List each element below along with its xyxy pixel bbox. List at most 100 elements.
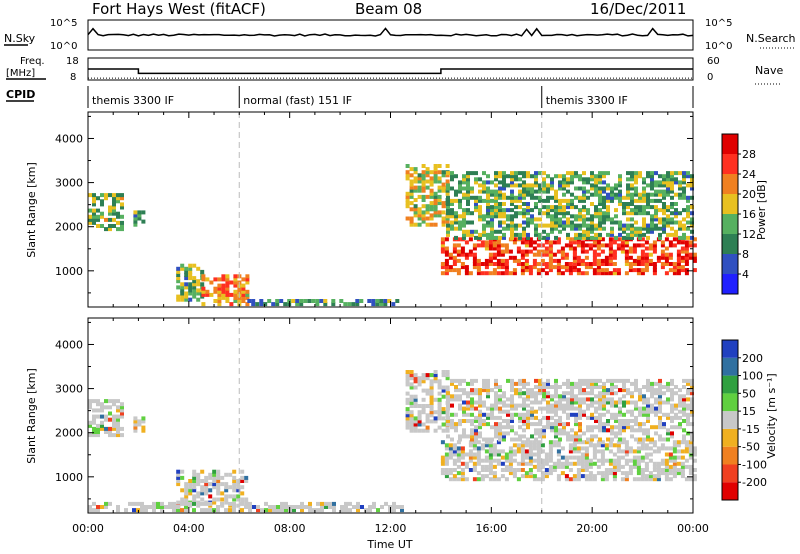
heatmap-cell (612, 268, 617, 273)
heatmap-cell (429, 397, 434, 402)
heatmap-cell (616, 461, 621, 466)
heatmap-cell (650, 192, 654, 197)
heatmap-cell (518, 415, 522, 420)
heatmap-cell (560, 455, 565, 460)
heatmap-cell (572, 249, 577, 254)
heatmap-cell (444, 271, 449, 276)
heatmap-cell (660, 252, 665, 257)
heatmap-cell (634, 186, 638, 191)
heatmap-cell (456, 252, 461, 257)
heatmap-cell (494, 403, 498, 408)
heatmap-cell (216, 472, 221, 477)
heatmap-cell (413, 167, 418, 172)
heatmap-cell (405, 407, 410, 412)
heatmap-cell (429, 213, 434, 218)
heatmap-cell (498, 192, 502, 197)
heatmap-cell (486, 385, 490, 389)
heatmap-cell (538, 217, 542, 222)
heatmap-cell (664, 474, 669, 479)
heatmap-cell (445, 173, 450, 178)
heatmap-cell (464, 255, 469, 260)
heatmap-cell (654, 388, 658, 393)
heatmap-cell (666, 171, 670, 176)
heatmap-cell (638, 171, 642, 176)
heatmap-cell (540, 249, 545, 254)
colorbar-swatch (722, 428, 738, 447)
heatmap-cell (564, 265, 569, 270)
heatmap-cell (92, 426, 96, 431)
heatmap-cell (634, 419, 638, 423)
heatmap-cell (490, 214, 494, 219)
heatmap-cell (604, 255, 609, 260)
heatmap-cell (452, 452, 457, 457)
heatmap-cell (516, 461, 521, 466)
heatmap-cell (542, 211, 546, 216)
colorbar-tick-label: 12 (742, 228, 756, 241)
heatmap-cell (446, 208, 450, 213)
heatmap-cell (460, 471, 465, 476)
heatmap-cell (666, 397, 670, 402)
heatmap-cell (429, 176, 434, 181)
heatmap-cell (684, 252, 689, 257)
heatmap-cell (634, 232, 638, 237)
heatmap-cell (662, 208, 666, 213)
heatmap-cell (550, 397, 554, 402)
colorbar-swatch (722, 134, 738, 154)
heatmap-cell (584, 262, 589, 266)
heatmap-cell (574, 412, 578, 417)
heatmap-cell (437, 404, 442, 408)
heatmap-cell (628, 262, 633, 266)
heatmap-cell (594, 208, 598, 213)
heatmap-cell (216, 479, 221, 483)
heatmap-cell (409, 222, 414, 227)
heatmap-cell (445, 191, 450, 196)
heatmap-cell (232, 508, 236, 513)
heatmap-cell (568, 443, 573, 448)
heatmap-cell (168, 505, 172, 509)
heatmap-cell (594, 394, 598, 399)
heatmap-cell (634, 189, 638, 194)
heatmap-cell (141, 419, 146, 424)
heatmap-cell (482, 223, 486, 228)
heatmap-cell (628, 446, 633, 451)
heatmap-cell (568, 449, 573, 454)
heatmap-cell (429, 394, 434, 399)
heatmap-cell (638, 406, 642, 411)
heatmap-cell (680, 255, 685, 260)
heatmap-cell (440, 249, 445, 254)
heatmap-cell (148, 505, 152, 509)
heatmap-cell (104, 196, 108, 201)
heatmap-cell (668, 243, 673, 248)
heatmap-cell (534, 223, 538, 228)
heatmap-cell (590, 186, 594, 191)
heatmap-cell (602, 171, 606, 176)
heatmap-cell (558, 174, 562, 179)
heatmap-cell (598, 198, 602, 203)
heatmap-cell (554, 422, 558, 427)
heatmap-cell (498, 208, 502, 213)
heatmap-cell (240, 491, 245, 496)
heatmap-cell (606, 378, 610, 383)
heatmap-cell (478, 189, 482, 194)
heatmap-cell (626, 211, 630, 216)
heatmap-cell (470, 419, 474, 423)
heatmap-cell (634, 229, 638, 234)
heatmap-cell (528, 474, 533, 479)
heatmap-cell (490, 223, 494, 228)
heatmap-cell (642, 195, 646, 200)
heatmap-cell (570, 174, 574, 179)
heatmap-cell (546, 208, 550, 213)
heatmap-cell (646, 409, 650, 414)
heatmap-cell (472, 262, 477, 266)
heatmap-cell (470, 388, 474, 393)
cpid-segment: themis 3300 IF (541, 86, 628, 108)
heatmap-cell (490, 180, 494, 185)
noise-left-tick-top: 10^5 (50, 18, 77, 29)
heatmap-cell (634, 403, 638, 408)
heatmap-cell (267, 299, 272, 303)
heatmap-cell (176, 475, 181, 480)
heatmap-cell (484, 455, 489, 460)
heatmap-cell (590, 400, 594, 405)
heatmap-cell (405, 164, 410, 168)
